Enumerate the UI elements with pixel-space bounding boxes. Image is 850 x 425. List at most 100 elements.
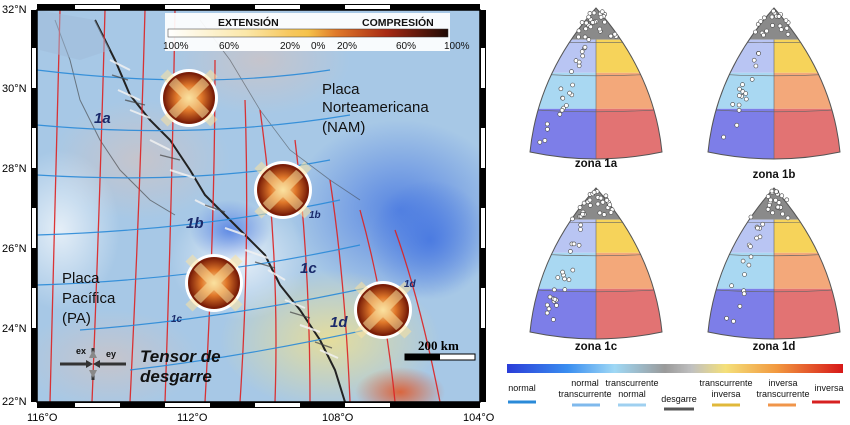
event-point	[576, 59, 582, 65]
event-point	[764, 28, 769, 34]
event-point	[753, 29, 758, 35]
event-point	[748, 244, 753, 249]
event-point	[602, 19, 607, 25]
triangle-band	[596, 288, 662, 339]
event-point	[583, 26, 589, 32]
event-point	[570, 267, 576, 273]
triangle-band	[774, 252, 840, 289]
map-frame	[31, 4, 486, 408]
event-point	[769, 14, 775, 20]
event-point	[598, 14, 604, 20]
event-point	[577, 205, 583, 210]
event-point	[749, 77, 755, 82]
event-point	[586, 14, 592, 20]
event-point	[736, 102, 742, 108]
zone-label-small: 1c	[171, 314, 183, 325]
tectonic-map: 32°N 30°N 28°N 26°N 24°N 22°N 116°O 112°…	[2, 4, 495, 424]
pa-label-line3: (PA)	[62, 310, 91, 327]
triangle-band	[774, 108, 840, 159]
legend-arrows	[508, 400, 840, 411]
event-point	[560, 95, 566, 101]
event-point	[597, 210, 603, 216]
triangle-zone-2: zona 1b	[707, 7, 841, 181]
tensor-legend-title-line1: Tensor de	[140, 347, 221, 366]
colorbar-extension-label: EXTENSIÓN	[218, 16, 279, 29]
event-point	[570, 82, 575, 88]
event-point	[576, 63, 582, 69]
triangle-label: zona 1a	[575, 158, 618, 170]
tensor-legend-title-line2: desgarre	[140, 367, 212, 386]
triangle-band	[774, 39, 840, 73]
event-point	[779, 193, 785, 198]
triangle-band	[708, 252, 774, 289]
tensor-disc-1b	[254, 161, 312, 219]
event-point	[598, 195, 604, 201]
colorbar-tick: 60%	[219, 41, 239, 52]
colorbar-tick: 20%	[280, 41, 300, 52]
event-point	[591, 190, 597, 195]
event-point	[576, 28, 582, 34]
legend-label-it-2: transcurrente	[756, 389, 809, 399]
event-point	[580, 53, 586, 59]
event-point	[765, 194, 771, 199]
event-point	[784, 197, 790, 203]
longitude-labels: 116°O 112°O 108°O 104°O	[27, 412, 495, 424]
event-point	[586, 37, 592, 42]
event-point	[559, 107, 565, 113]
event-point	[568, 249, 573, 254]
event-point	[734, 122, 740, 128]
event-point	[544, 121, 550, 127]
event-point	[551, 287, 557, 293]
event-point	[601, 212, 607, 217]
triangle-band	[708, 188, 774, 220]
event-point	[756, 51, 761, 56]
event-point	[776, 200, 782, 205]
event-point	[742, 272, 747, 277]
event-point	[557, 112, 563, 117]
mechanism-legend: normal normal transcurrente transcurrent…	[507, 364, 844, 411]
event-point	[544, 302, 550, 308]
event-point	[785, 31, 791, 37]
event-point	[588, 24, 594, 30]
triangle-zone-3: zona 1c	[529, 187, 663, 353]
event-point	[560, 269, 565, 275]
event-point	[604, 198, 610, 203]
event-point	[576, 34, 581, 40]
event-point	[737, 303, 743, 309]
legend-color-bar	[507, 364, 843, 373]
event-point	[778, 27, 784, 32]
legend-label-nt-1: normal	[571, 378, 599, 388]
pa-label-line1: Placa	[62, 270, 100, 287]
event-point	[554, 303, 559, 308]
event-point	[741, 291, 747, 297]
event-point	[758, 19, 764, 24]
colorbar-tick: 0%	[311, 41, 326, 52]
event-point	[571, 241, 577, 247]
event-point	[582, 34, 588, 40]
event-point	[579, 20, 585, 25]
tensor-legend-ex: ex	[76, 346, 86, 356]
event-point	[773, 197, 778, 203]
colorbar: EXTENSIÓN COMPRESIÓN 100% 60% 20% 0% 20%…	[163, 13, 470, 52]
lat-label: 22°N	[2, 396, 27, 408]
colorbar-gradient	[167, 28, 449, 38]
lon-label: 112°O	[177, 412, 208, 424]
event-point	[748, 254, 754, 260]
triangle-band	[774, 8, 840, 40]
pa-label-line2: Pacífica	[62, 290, 116, 307]
colorbar-tick: 100%	[163, 41, 189, 52]
lon-label: 116°O	[27, 412, 58, 424]
event-point	[740, 258, 746, 264]
zone-label: 1c	[300, 260, 317, 277]
event-point	[569, 69, 574, 74]
event-point	[591, 10, 597, 16]
nam-label-line1: Placa	[322, 81, 360, 98]
event-point	[567, 90, 572, 96]
colorbar-compression-label: COMPRESIÓN	[362, 16, 434, 29]
triangle-label: zona 1b	[753, 169, 796, 181]
event-point	[785, 215, 791, 221]
triangle-band	[596, 219, 662, 253]
triangle-band	[596, 39, 662, 73]
event-point	[608, 33, 614, 39]
event-point	[562, 276, 567, 282]
